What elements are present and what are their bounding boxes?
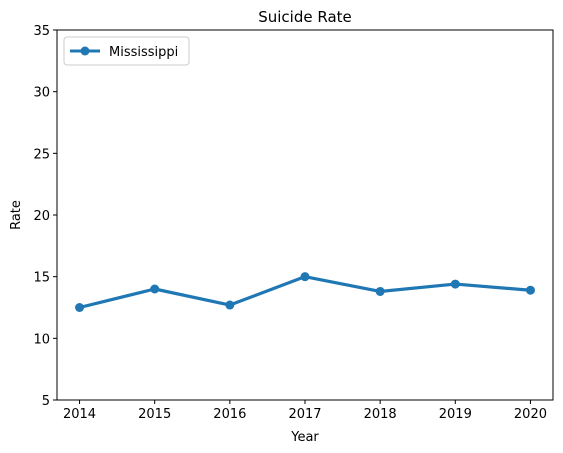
y-tick-label: 15	[33, 271, 50, 286]
y-axis-title: Rate	[9, 200, 24, 230]
x-tick-label: 2014	[63, 407, 96, 422]
data-point	[525, 285, 535, 295]
y-tick-label: 5	[42, 394, 50, 409]
data-point	[450, 279, 460, 289]
legend-marker	[80, 46, 90, 56]
x-tick-label: 2018	[364, 407, 397, 422]
data-point	[375, 286, 385, 296]
plot-frame	[56, 29, 554, 401]
x-tick-label: 2019	[439, 407, 472, 422]
legend: Mississippi	[63, 36, 190, 66]
x-tick-label: 2017	[288, 407, 321, 422]
plot-area	[57, 30, 553, 400]
data-point	[150, 284, 160, 294]
x-tick-label: 2016	[213, 407, 246, 422]
series-layer	[75, 272, 535, 312]
y-tick-label: 30	[33, 86, 50, 101]
legend-box	[63, 36, 190, 66]
data-point	[75, 303, 85, 312]
y-tick-label: 35	[33, 24, 50, 39]
legend-label: Mississippi	[109, 45, 178, 60]
y-tick-label: 20	[33, 209, 50, 224]
x-tick-label: 2015	[138, 407, 171, 422]
data-point	[225, 300, 235, 310]
axes-layer: 2014 2015 2016 2017 2018 2019 2020 5 10 15 20 25 30 3…	[33, 24, 547, 422]
data-point	[300, 272, 310, 282]
y-tick-label: 25	[33, 147, 50, 162]
chart-title: Suicide Rate	[258, 8, 352, 26]
x-tick-label: 2020	[514, 407, 547, 422]
y-tick-label: 10	[33, 332, 50, 347]
x-axis-title: Year	[290, 430, 319, 445]
